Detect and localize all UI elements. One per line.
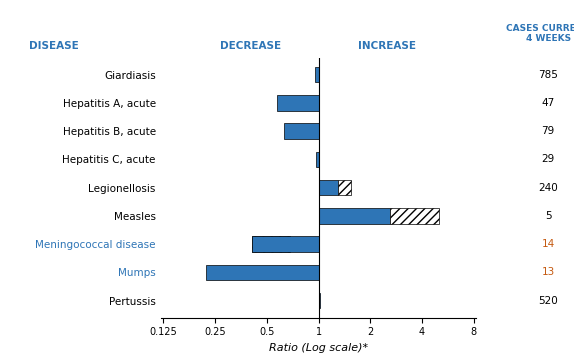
Text: 520: 520 xyxy=(538,296,558,306)
Text: CASES CURRENT
4 WEEKS: CASES CURRENT 4 WEEKS xyxy=(506,24,574,43)
Bar xyxy=(315,67,319,82)
Bar xyxy=(319,208,390,224)
X-axis label: Ratio (Log scale)*: Ratio (Log scale)* xyxy=(269,343,368,353)
Bar xyxy=(319,180,338,196)
Text: 240: 240 xyxy=(538,183,558,193)
Bar xyxy=(205,265,319,280)
Bar xyxy=(390,208,439,224)
Text: 29: 29 xyxy=(541,155,555,165)
Bar xyxy=(252,236,290,252)
Bar xyxy=(319,293,320,309)
Bar xyxy=(252,236,319,252)
Bar xyxy=(338,180,351,196)
Text: DISEASE: DISEASE xyxy=(29,40,79,51)
Text: 79: 79 xyxy=(541,126,555,136)
Bar xyxy=(284,123,319,139)
Text: 5: 5 xyxy=(545,211,552,221)
Text: 13: 13 xyxy=(541,268,555,278)
Text: 14: 14 xyxy=(541,239,555,249)
Bar xyxy=(316,152,319,167)
Bar xyxy=(277,95,319,111)
Text: INCREASE: INCREASE xyxy=(358,40,416,51)
Text: 785: 785 xyxy=(538,70,558,80)
Text: DECREASE: DECREASE xyxy=(220,40,281,51)
Text: 47: 47 xyxy=(541,98,555,108)
